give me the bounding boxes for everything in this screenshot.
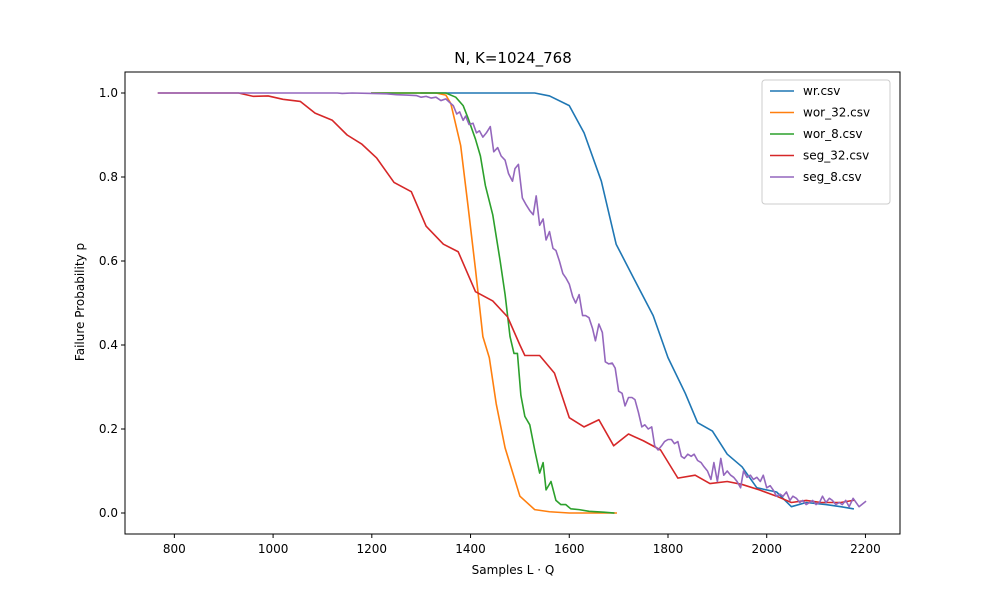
x-tick-label: 2200 [850,542,881,556]
y-tick-label: 0.0 [99,506,118,520]
chart-title: N, K=1024_768 [454,49,571,68]
y-axis: 0.0 0.2 0.4 0.6 0.8 1.0 [99,86,125,520]
y-tick-label: 0.8 [99,170,118,184]
x-tick-label: 2000 [751,542,782,556]
y-tick-label: 0.4 [99,338,118,352]
series-line-1 [371,92,617,514]
series-line-3 [157,92,855,504]
legend-entry-2: wor_8.csv [803,127,863,141]
legend-entry-1: wor_32.csv [803,106,870,120]
y-tick-label: 1.0 [99,86,118,100]
x-tick-label: 1200 [357,542,388,556]
x-tick-label: 1600 [554,542,585,556]
plot-frame [124,71,901,535]
x-tick-label: 1000 [258,542,289,556]
legend-entry-0: wr.csv [803,84,840,98]
legend-entry-4: seg_8.csv [803,170,862,184]
x-axis-label: Samples L · Q [472,563,555,577]
legend-box [761,79,891,205]
x-tick-label: 800 [163,542,186,556]
legend: wr.csv wor_32.csv wor_8.csv seg_32.csv seg_8… [761,79,891,205]
x-tick-label: 1400 [455,542,486,556]
y-tick-label: 0.2 [99,422,118,436]
y-axis-label: Failure Probability p [73,243,87,361]
x-axis: 800 1000 1200 1400 1600 1800 2000 2200 [163,534,881,556]
series-line-2 [371,92,615,514]
x-tick-label: 1800 [653,542,684,556]
y-tick-label: 0.6 [99,254,118,268]
series-line-4 [157,92,867,508]
series-line-0 [420,92,855,510]
legend-entry-3: seg_32.csv [803,149,869,163]
series-layer [157,92,867,514]
